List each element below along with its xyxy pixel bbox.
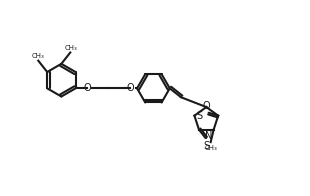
Text: CH₃: CH₃ <box>204 144 217 151</box>
Text: CH₃: CH₃ <box>64 45 77 51</box>
Text: O: O <box>127 83 134 93</box>
Text: N: N <box>205 131 212 141</box>
Text: O: O <box>203 101 210 111</box>
Text: S: S <box>196 111 202 121</box>
Text: O: O <box>83 83 91 93</box>
Text: S: S <box>203 141 209 151</box>
Text: CH₃: CH₃ <box>31 53 44 59</box>
